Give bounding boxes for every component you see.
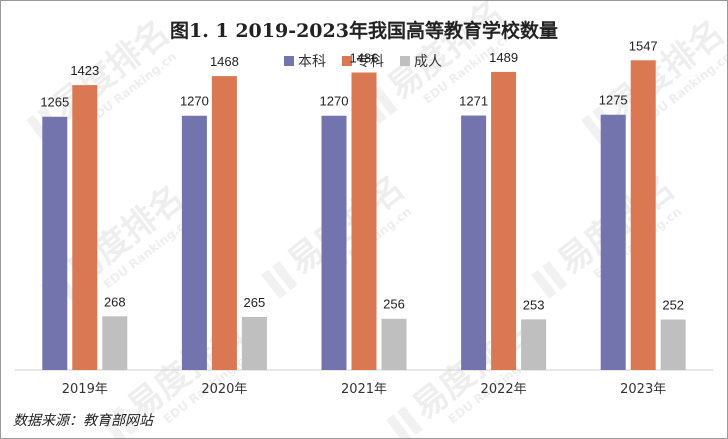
data-label: 1468	[210, 54, 239, 69]
bar-本科-2020年	[181, 115, 207, 370]
data-label: 256	[383, 297, 405, 312]
data-label: 1265	[40, 95, 69, 110]
data-label: 265	[244, 295, 266, 310]
watermark-mark	[531, 269, 557, 299]
value-labels-layer: 1265 1423 268 1270 1468 265 1270 1486 256 1271 148…	[40, 38, 684, 312]
watermark-mark	[386, 414, 412, 438]
data-label: 253	[523, 297, 545, 312]
data-label: 252	[662, 298, 684, 313]
data-label: 1270	[320, 94, 349, 109]
legend-swatch-本科	[284, 56, 294, 66]
data-label: 1489	[489, 50, 518, 65]
watermark-mark	[261, 269, 287, 299]
legend-swatch-专科	[342, 56, 352, 66]
bar-成人-2022年	[521, 319, 547, 370]
legend-label: 成人	[414, 54, 442, 70]
data-label: 1486	[350, 51, 379, 66]
data-label: 1547	[629, 38, 658, 53]
bar-专科-2021年	[351, 72, 377, 370]
data-label: 1271	[459, 94, 488, 109]
x-tick-label: 2021年	[341, 382, 387, 397]
x-tick-label: 2020年	[201, 382, 247, 397]
legend-label: 本科	[298, 54, 326, 70]
bar-成人-2019年	[102, 316, 128, 370]
bar-专科-2020年	[211, 76, 237, 371]
data-label: 1275	[599, 93, 628, 108]
x-tick-label: 2023年	[620, 382, 666, 397]
bar-成人-2021年	[381, 318, 407, 370]
x-tick-labels: 2019年 2020年 2021年 2022年 2023年	[62, 382, 666, 397]
data-label: 268	[104, 294, 126, 309]
source-note: 数据来源：教育部网站	[13, 413, 155, 429]
bar-专科-2019年	[72, 85, 98, 370]
watermark-mark	[272, 261, 298, 291]
data-label: 1423	[70, 63, 99, 78]
watermark-mark	[542, 261, 568, 291]
bar-专科-2022年	[491, 71, 517, 371]
bar-本科-2021年	[321, 115, 347, 370]
watermark-mark	[112, 406, 138, 436]
watermark-mark	[397, 406, 423, 436]
chart-title: 图1. 1 2019-2023年我国高等教育学校数量	[170, 19, 558, 42]
x-tick-label: 2019年	[62, 382, 108, 397]
bar-成人-2020年	[241, 316, 267, 370]
watermark-mark	[581, 114, 607, 144]
legend-swatch-成人	[400, 56, 410, 66]
bar-本科-2022年	[461, 115, 487, 370]
x-tick-label: 2022年	[481, 382, 527, 397]
bar-成人-2023年	[660, 319, 686, 370]
data-label: 1270	[180, 94, 209, 109]
bars-layer	[42, 60, 686, 371]
bar-专科-2023年	[630, 60, 656, 371]
watermark-mark	[101, 414, 127, 438]
watermark-mark	[372, 86, 398, 116]
bar-本科-2019年	[42, 116, 68, 370]
bar-本科-2023年	[600, 114, 626, 371]
legend-label: 专科	[356, 54, 384, 70]
legend: 本科 专科 成人	[284, 54, 442, 70]
